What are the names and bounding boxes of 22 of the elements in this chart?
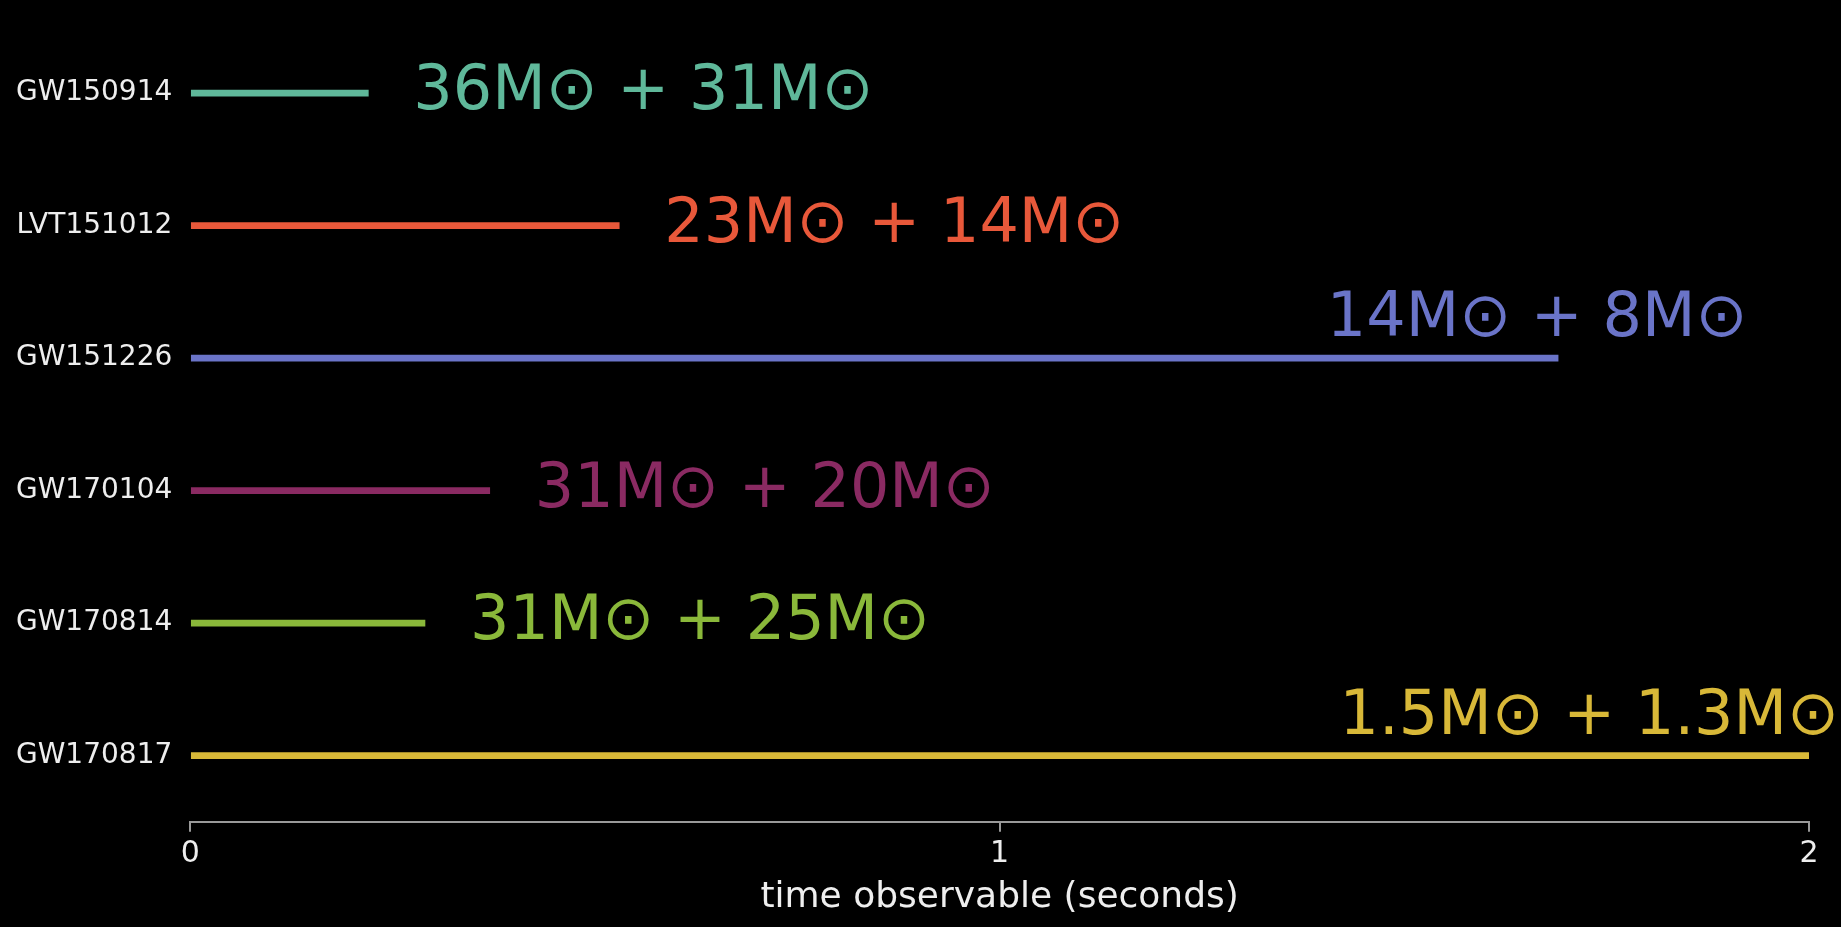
annotation: 36M⊙ + 31M⊙ — [413, 51, 874, 125]
annotation: 23M⊙ + 14M⊙ — [664, 183, 1125, 257]
annotation: 1.5M⊙ + 1.3M⊙ — [1339, 675, 1839, 749]
x-tick-label: 1 — [990, 833, 1010, 869]
annotation: 14M⊙ + 8M⊙ — [1326, 278, 1748, 352]
bar — [190, 487, 491, 494]
bar — [190, 354, 1559, 362]
bar — [190, 222, 620, 229]
x-axis-title: time observable (seconds) — [760, 873, 1239, 915]
annotation: 31M⊙ + 20M⊙ — [534, 448, 995, 522]
y-tick-label: LVT151012 — [16, 206, 173, 240]
y-tick-label: GW150914 — [15, 74, 173, 108]
bar — [190, 89, 369, 97]
y-tick-label: GW170817 — [15, 736, 173, 770]
x-tick-label: 0 — [180, 833, 200, 869]
annotation: 31M⊙ + 25M⊙ — [469, 581, 931, 655]
y-tick-label: GW170814 — [15, 604, 173, 638]
x-tick-label: 2 — [1799, 833, 1819, 869]
bar — [190, 619, 426, 627]
y-tick-label: GW170104 — [15, 471, 173, 505]
y-tick-label: GW151226 — [15, 339, 173, 373]
bar — [190, 752, 1809, 759]
